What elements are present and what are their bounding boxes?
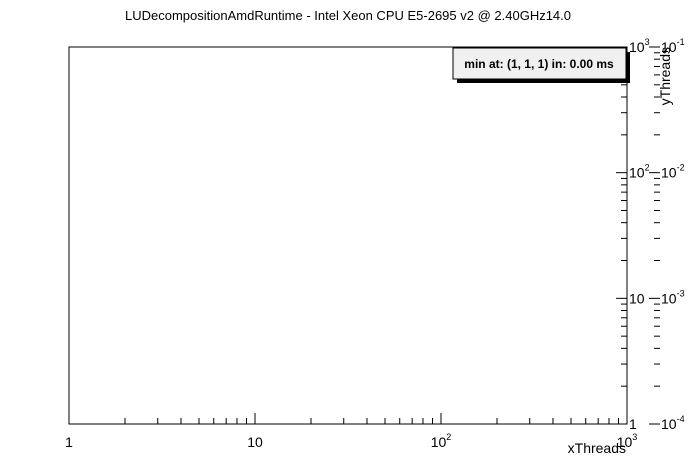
z-axis-tick-label: 10-3 <box>661 288 685 306</box>
x-axis-tick-label: 10 <box>247 434 263 450</box>
y-axis-title: yThreads <box>657 47 673 105</box>
x-axis-tick-label: 102 <box>431 432 452 450</box>
stats-box-text: min at: (1, 1, 1) in: 0.00 ms <box>464 57 614 71</box>
x-axis-tick-label: 1 <box>65 434 73 450</box>
y-axis-tick-label: 103 <box>629 37 650 55</box>
z-axis-tick-label: 10-2 <box>661 163 685 181</box>
plot-frame <box>68 46 628 425</box>
y-axis-tick-label: 10 <box>629 290 645 306</box>
y-axis-tick-label: 1 <box>629 416 637 432</box>
x-axis: 1 10 102 103 <box>65 413 637 450</box>
z-axis-tick-label: 10-4 <box>661 414 685 432</box>
x-axis-title: xThreads <box>568 440 626 456</box>
stats-box: min at: (1, 1, 1) in: 0.00 ms <box>452 47 630 83</box>
z-axis: 10-4 10-3 10-2 10-1 <box>649 37 685 432</box>
z-axis-tick-label: 10-1 <box>661 37 685 55</box>
y-axis-tick-label: 102 <box>629 163 650 181</box>
x-axis-tick-label: 103 <box>617 432 638 450</box>
chart-title: LUDecompositionAmdRuntime - Intel Xeon C… <box>125 8 571 23</box>
